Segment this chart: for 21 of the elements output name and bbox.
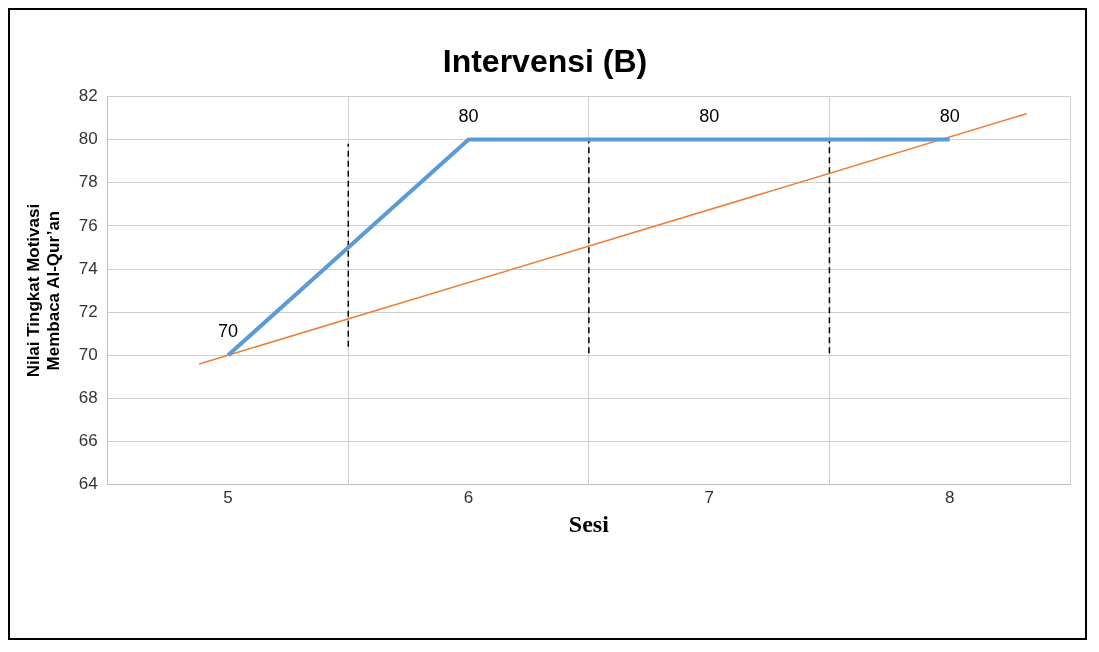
- x-tick-label: 7: [704, 487, 714, 507]
- y-tick-label: 64: [78, 474, 98, 494]
- x-tick-label: 6: [463, 487, 474, 507]
- data-label: 80: [939, 105, 960, 126]
- y-tick-label: 70: [78, 345, 98, 365]
- y-tick-label: 74: [78, 258, 98, 278]
- data-label: 80: [458, 105, 479, 126]
- y-tick-label: 68: [78, 388, 98, 408]
- data-label: 80: [699, 105, 720, 126]
- y-tick-label: 80: [78, 129, 98, 149]
- y-tick-label: 76: [78, 215, 98, 235]
- chart-title: Intervensi (B): [442, 43, 648, 80]
- x-tick-label: 5: [223, 487, 233, 507]
- data-label: 70: [217, 321, 239, 342]
- y-axis-title: Nilai Tingkat Motivasi Membaca Al-Qur’an: [23, 203, 64, 378]
- y-tick-label: 72: [78, 301, 98, 321]
- x-axis-title: Sesi: [568, 510, 610, 537]
- x-tick-label: 8: [944, 487, 955, 507]
- y-tick-label: 82: [78, 86, 98, 106]
- y-tick-label: 78: [78, 172, 98, 192]
- y-tick-label: 66: [78, 431, 98, 451]
